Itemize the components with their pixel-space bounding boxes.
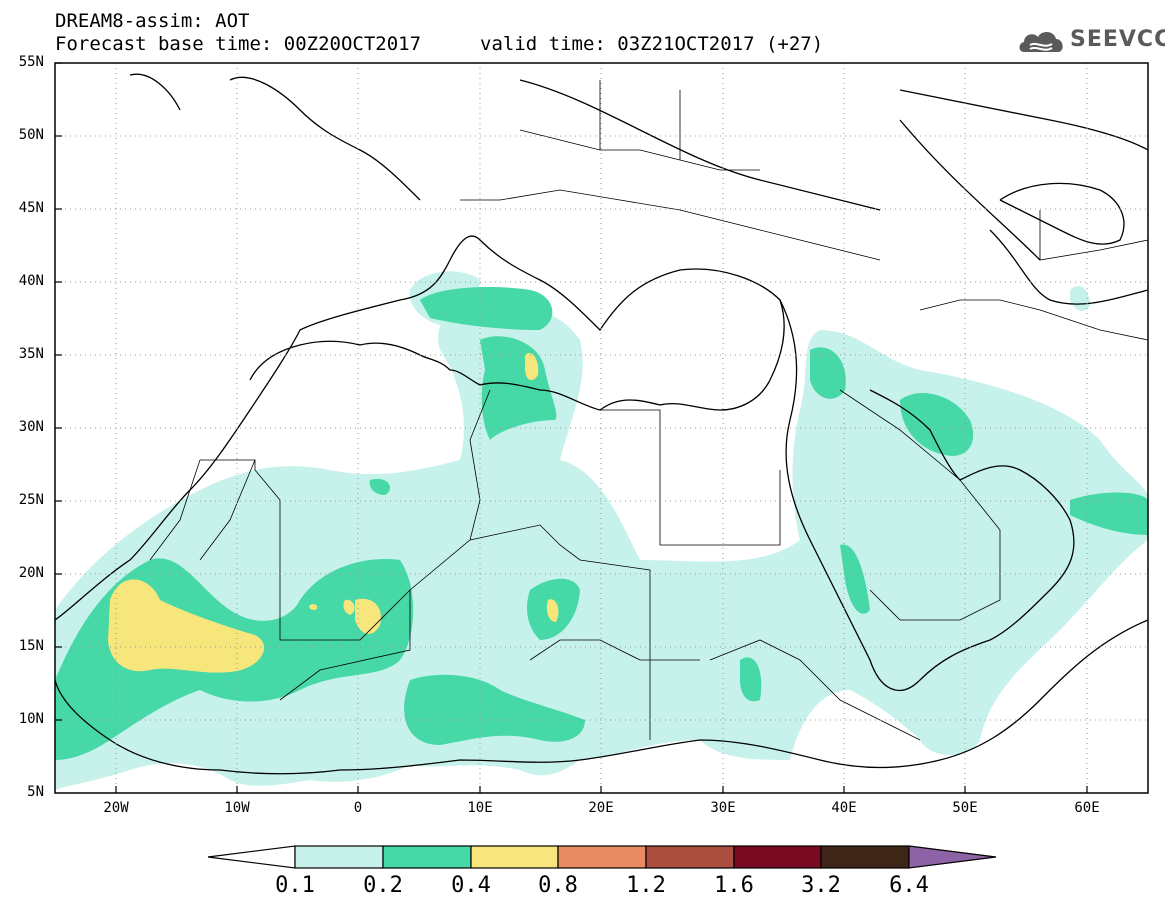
colorbar-cell-6 bbox=[733, 845, 822, 869]
cloud-logo-icon bbox=[1019, 31, 1063, 52]
colorbar-label-0.2: 0.2 bbox=[363, 873, 403, 898]
lat-label-40n: 40N bbox=[18, 273, 44, 289]
lat-label-5n: 5N bbox=[27, 784, 44, 800]
lon-label-40e: 40E bbox=[831, 800, 857, 816]
colorbar-cell-5 bbox=[645, 845, 735, 869]
colorbar-cell-2 bbox=[382, 845, 472, 869]
colorbar-label-0.1: 0.1 bbox=[275, 873, 315, 898]
lat-label-30n: 30N bbox=[18, 419, 44, 435]
logo-text: SEEVCCC bbox=[1070, 27, 1165, 52]
lon-label-50e: 50E bbox=[952, 800, 978, 816]
lon-label-60e: 60E bbox=[1074, 800, 1100, 816]
map-title: DREAM8-assim: AOT bbox=[55, 10, 250, 32]
aot-layer-0.1 bbox=[55, 271, 1148, 790]
colorbar-label-1.2: 1.2 bbox=[626, 873, 666, 898]
lat-label-35n: 35N bbox=[18, 346, 44, 362]
colorbar-label-0.4: 0.4 bbox=[451, 873, 491, 898]
political-borders bbox=[149, 80, 1148, 741]
lon-label-30e: 30E bbox=[710, 800, 736, 816]
lat-label-10n: 10N bbox=[18, 711, 44, 727]
forecast-base-time: Forecast base time: 00Z20OCT2017 bbox=[55, 33, 422, 55]
valid-time: valid time: 03Z21OCT2017 (+27) bbox=[480, 33, 824, 55]
lon-label-20e: 20E bbox=[588, 800, 614, 816]
lon-label-0: 0 bbox=[353, 800, 363, 816]
colorbar-label-3.2: 3.2 bbox=[801, 873, 841, 898]
colorbar-under-triangle bbox=[207, 845, 296, 869]
lat-label-20n: 20N bbox=[18, 565, 44, 581]
colorbar-cell-3 bbox=[470, 845, 559, 869]
lon-label-10e: 10E bbox=[467, 800, 493, 816]
colorbar-label-0.8: 0.8 bbox=[538, 873, 578, 898]
colorbar-cell-1 bbox=[294, 845, 384, 869]
lon-label-10w: 10W bbox=[224, 800, 250, 816]
colorbar-cell-7 bbox=[820, 845, 910, 869]
coastlines bbox=[55, 73, 1148, 775]
lat-label-55n: 55N bbox=[18, 54, 44, 70]
lon-label-20w: 20W bbox=[103, 800, 129, 816]
tick-marks bbox=[55, 62, 1088, 793]
colorbar-over-triangle bbox=[908, 845, 997, 869]
colorbar-cell-4 bbox=[557, 845, 647, 869]
lat-label-45n: 45N bbox=[18, 200, 44, 216]
colorbar-label-6.4: 6.4 bbox=[889, 873, 929, 898]
gridlines bbox=[55, 63, 1148, 793]
lat-label-25n: 25N bbox=[18, 492, 44, 508]
lat-label-15n: 15N bbox=[18, 638, 44, 654]
lat-label-50n: 50N bbox=[18, 127, 44, 143]
colorbar bbox=[207, 845, 997, 869]
colorbar-label-1.6: 1.6 bbox=[714, 873, 754, 898]
